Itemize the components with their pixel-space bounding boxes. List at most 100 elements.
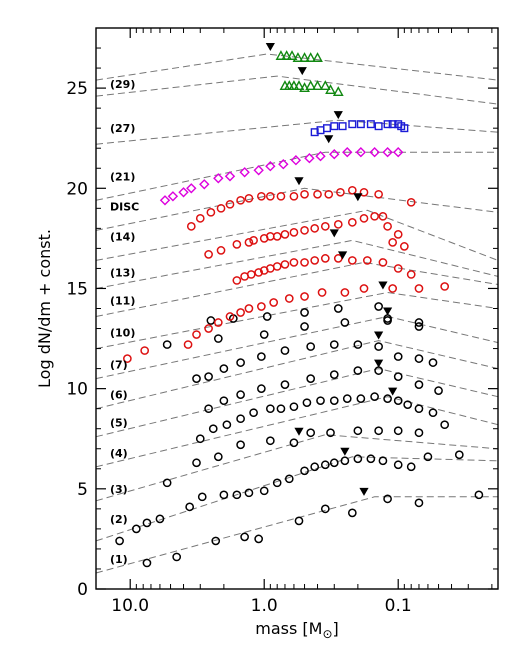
curve-label: (6) xyxy=(110,389,128,402)
data-point xyxy=(244,488,254,498)
data-point xyxy=(288,80,300,91)
data-point xyxy=(340,318,350,327)
data-point xyxy=(406,197,416,207)
data-point xyxy=(393,372,403,381)
data-point xyxy=(192,374,201,383)
data-point xyxy=(333,304,343,313)
peak-marker xyxy=(294,177,304,186)
data-point xyxy=(302,398,312,408)
data-point xyxy=(414,318,424,327)
data-point xyxy=(414,380,424,389)
data-point xyxy=(317,288,327,297)
y-tick-label: 10 xyxy=(66,380,88,400)
data-point xyxy=(284,294,294,303)
data-point xyxy=(370,392,379,402)
fit-curve xyxy=(95,396,499,468)
data-point xyxy=(206,207,216,217)
data-point xyxy=(300,466,309,476)
data-point xyxy=(315,151,326,162)
data-point xyxy=(272,262,282,271)
data-point xyxy=(310,224,320,233)
y-tick-label: 25 xyxy=(66,79,88,99)
data-point xyxy=(293,80,305,91)
data-point xyxy=(276,404,286,414)
data-point xyxy=(316,396,325,406)
data-point xyxy=(382,147,393,158)
data-point xyxy=(236,358,245,367)
data-point xyxy=(178,187,189,198)
curve-label: (14) xyxy=(110,230,135,243)
data-point xyxy=(159,195,171,206)
data-point xyxy=(326,428,335,438)
data-point xyxy=(399,242,409,251)
data-point xyxy=(320,460,330,470)
data-point xyxy=(370,211,379,221)
data-point xyxy=(232,276,242,285)
data-point xyxy=(440,420,450,430)
data-point xyxy=(172,552,182,562)
data-point xyxy=(374,366,383,375)
data-point xyxy=(219,396,229,406)
data-point xyxy=(294,516,304,526)
data-point xyxy=(140,346,150,355)
data-point xyxy=(278,159,289,170)
curve-label: DISC xyxy=(110,200,139,213)
data-point xyxy=(262,312,272,321)
data-point xyxy=(320,504,330,514)
fit-curve xyxy=(95,315,499,380)
data-point xyxy=(359,213,369,223)
data-point xyxy=(374,342,383,351)
data-point xyxy=(185,502,195,512)
data-point xyxy=(374,189,383,199)
data-point xyxy=(393,352,403,361)
data-point xyxy=(162,340,172,349)
data-point xyxy=(289,228,299,237)
fit-curve xyxy=(95,456,499,542)
x-tick-label: 0.1 xyxy=(385,596,412,616)
data-point xyxy=(299,82,310,93)
data-point xyxy=(355,147,367,158)
fit-curve xyxy=(95,53,499,81)
data-point xyxy=(393,147,404,158)
curve-label: (13) xyxy=(110,266,135,279)
peak-marker xyxy=(265,43,275,52)
data-point xyxy=(289,402,299,412)
data-point xyxy=(312,80,323,91)
data-point xyxy=(356,120,365,129)
data-point xyxy=(211,536,221,546)
data-point xyxy=(383,120,392,129)
x-tick-label: 1.0 xyxy=(251,596,278,616)
data-point xyxy=(249,236,258,245)
y-tick-label: 15 xyxy=(66,279,88,299)
data-point xyxy=(330,122,339,131)
x-tick-label: 10.0 xyxy=(111,596,149,616)
data-point xyxy=(244,238,254,247)
data-point xyxy=(186,222,196,231)
data-point xyxy=(332,86,344,97)
data-point xyxy=(359,284,369,293)
peak-markers xyxy=(265,43,398,496)
data-point xyxy=(123,354,132,363)
peak-marker xyxy=(374,359,384,368)
data-point xyxy=(257,384,266,393)
peak-marker xyxy=(353,193,363,202)
data-point xyxy=(434,386,443,395)
data-point xyxy=(329,340,339,349)
data-point xyxy=(414,322,424,331)
data-point xyxy=(329,370,339,379)
data-point xyxy=(265,161,276,172)
data-point xyxy=(204,324,213,333)
data-point xyxy=(383,494,392,504)
data-point xyxy=(319,80,331,91)
data-point xyxy=(204,372,213,381)
data-point xyxy=(240,532,249,542)
data-point xyxy=(167,191,179,202)
data-point xyxy=(195,213,205,223)
data-point xyxy=(312,52,323,62)
peak-marker xyxy=(388,387,398,396)
data-point xyxy=(269,298,279,307)
data-point xyxy=(225,312,235,321)
data-point xyxy=(322,124,331,133)
data-point xyxy=(393,460,403,470)
data-point xyxy=(115,536,124,546)
